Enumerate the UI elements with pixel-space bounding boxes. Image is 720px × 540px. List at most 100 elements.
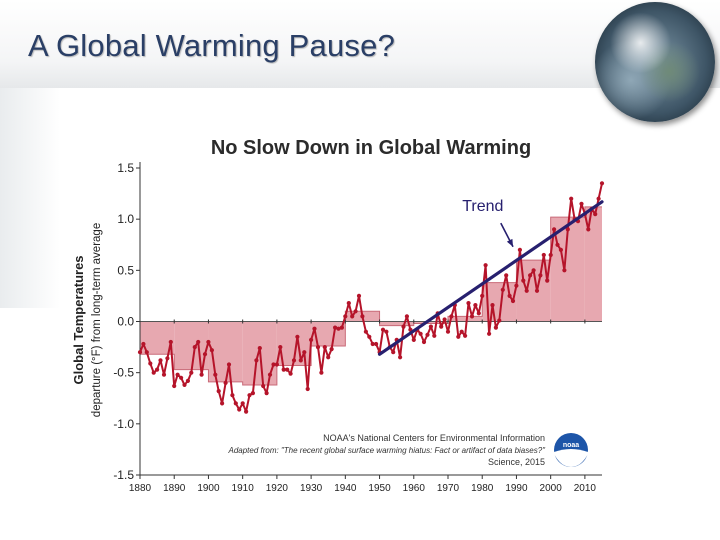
data-point-1979 <box>476 311 481 316</box>
data-point-1993 <box>524 288 529 293</box>
data-point-1915 <box>257 346 262 351</box>
data-point-1892 <box>179 375 184 380</box>
data-point-1957 <box>401 324 406 329</box>
decadal-bands <box>140 206 602 386</box>
data-point-1927 <box>298 358 303 363</box>
data-point-1887 <box>161 372 167 377</box>
data-point-1922 <box>281 367 286 372</box>
data-point-1946 <box>363 329 368 334</box>
temperature-chart: No Slow Down in Global Warming Global Te… <box>71 137 605 494</box>
data-point-2001 <box>552 227 557 232</box>
data-point-1970 <box>445 329 451 334</box>
x-tick-label: 2010 <box>574 483 597 494</box>
x-tick-label: 2000 <box>540 483 563 494</box>
data-point-1914 <box>254 358 259 363</box>
data-point-1895 <box>189 370 194 375</box>
credit-line-2: Adapted from: "The recent global surface… <box>227 446 546 455</box>
x-tick-label: 1990 <box>505 483 528 494</box>
y-tick-label: -1.5 <box>113 468 134 482</box>
data-point-2006 <box>569 196 574 201</box>
data-point-1994 <box>528 273 533 278</box>
slide-title: A Global Warming Pause? <box>28 28 396 63</box>
data-point-1880 <box>137 350 143 355</box>
slide-side-shade <box>0 88 60 308</box>
y-tick-label: 0.0 <box>117 315 134 329</box>
data-point-1943 <box>353 309 358 314</box>
x-tick-label: 1970 <box>437 483 460 494</box>
data-point-1885 <box>155 367 160 372</box>
data-point-1924 <box>288 371 293 376</box>
data-point-1906 <box>226 362 232 367</box>
data-point-1997 <box>538 273 543 278</box>
data-point-1891 <box>175 372 180 377</box>
data-point-1973 <box>456 334 461 339</box>
decade-band-7 <box>379 321 414 326</box>
trend-label: Trend <box>462 198 503 215</box>
trend-arrow-head <box>506 238 514 247</box>
data-point-1985 <box>497 318 502 323</box>
data-point-1900 <box>206 339 211 345</box>
data-point-1971 <box>449 314 454 319</box>
data-point-1884 <box>151 370 156 375</box>
x-tick-label: 1900 <box>197 483 220 494</box>
y-tick-label: 0.5 <box>117 263 134 277</box>
data-point-1954 <box>391 350 396 355</box>
data-point-1974 <box>459 329 464 334</box>
data-point-1896 <box>192 345 197 350</box>
data-point-1998 <box>541 252 546 258</box>
data-point-1939 <box>339 325 344 330</box>
data-point-1937 <box>333 325 338 330</box>
data-point-1941 <box>346 301 351 306</box>
x-tick-label: 1880 <box>129 483 152 494</box>
data-point-1907 <box>230 393 235 398</box>
data-point-1919 <box>271 362 276 367</box>
y-tick-label: 1.0 <box>117 212 134 226</box>
decade-band-8 <box>413 321 448 324</box>
temperature-series <box>137 181 605 414</box>
data-point-1932 <box>315 345 321 350</box>
data-point-1990 <box>514 283 519 288</box>
noaa-logo-text: noaa <box>563 442 579 449</box>
decade-band-13 <box>584 206 602 322</box>
data-point-1928 <box>302 350 307 355</box>
data-point-1952 <box>384 329 389 334</box>
y-axis-label: Global Temperatures departure (°F) from … <box>71 223 103 417</box>
y-tick-label: -1.0 <box>113 417 134 431</box>
data-point-1883 <box>148 361 153 366</box>
temperature-line <box>139 183 603 413</box>
data-point-2000 <box>548 252 553 258</box>
data-point-1921 <box>278 345 283 350</box>
data-point-1925 <box>291 358 297 363</box>
data-point-1931 <box>312 326 317 331</box>
y-axis-label-line2: departure (°F) from long-term average <box>91 223 103 417</box>
data-point-1916 <box>261 383 266 389</box>
data-point-2005 <box>565 227 570 232</box>
data-point-1942 <box>350 314 355 319</box>
data-point-1975 <box>463 333 468 338</box>
data-point-1948 <box>370 341 375 347</box>
noaa-logo: noaa <box>554 433 588 467</box>
data-point-1911 <box>244 409 249 414</box>
data-point-1964 <box>425 332 430 337</box>
data-point-2002 <box>555 242 560 247</box>
data-point-1910 <box>240 401 245 406</box>
data-point-2011 <box>586 227 591 232</box>
trend-line <box>377 200 604 356</box>
data-point-1929 <box>305 386 310 392</box>
x-tick-label: 1930 <box>300 483 323 494</box>
data-point-1944 <box>356 293 362 298</box>
data-point-1903 <box>216 389 221 394</box>
data-point-1882 <box>144 350 149 355</box>
credit-line-3: Science, 2015 <box>488 457 545 467</box>
credit-block: NOAA's National Centers for Environmenta… <box>227 433 588 467</box>
data-point-1940 <box>343 314 348 319</box>
data-point-1978 <box>473 303 478 308</box>
x-tick-label: 1960 <box>403 483 426 494</box>
data-point-1949 <box>374 341 379 347</box>
data-point-1897 <box>196 339 201 345</box>
data-point-1991 <box>517 247 522 252</box>
data-point-1995 <box>531 268 536 273</box>
data-point-1933 <box>319 370 324 375</box>
annotations: Trend <box>462 198 514 248</box>
data-point-1988 <box>507 293 512 298</box>
